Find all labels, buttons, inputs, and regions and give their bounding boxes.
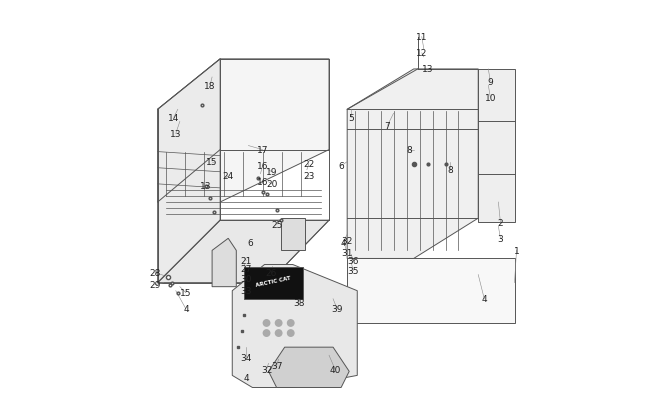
Text: 9: 9: [488, 77, 493, 86]
Circle shape: [287, 330, 294, 337]
Polygon shape: [281, 219, 305, 251]
Text: 30: 30: [240, 275, 252, 284]
Text: 4: 4: [341, 238, 346, 247]
Text: 19: 19: [266, 168, 278, 177]
Text: 14: 14: [168, 113, 179, 123]
Polygon shape: [347, 259, 515, 323]
Text: 4: 4: [183, 305, 188, 313]
Polygon shape: [478, 70, 515, 223]
Text: 39: 39: [332, 305, 343, 313]
Circle shape: [276, 320, 282, 326]
Polygon shape: [158, 60, 220, 283]
Text: 36: 36: [348, 256, 359, 265]
Text: 16: 16: [257, 178, 268, 187]
Text: 34: 34: [240, 353, 252, 362]
Text: 13: 13: [200, 182, 212, 191]
Text: 10: 10: [484, 94, 496, 102]
Text: 24: 24: [222, 172, 234, 181]
Text: 8: 8: [407, 146, 413, 155]
Polygon shape: [268, 347, 349, 388]
Text: 3: 3: [497, 234, 503, 243]
Polygon shape: [232, 265, 358, 388]
Text: 33: 33: [240, 286, 252, 296]
Text: 27: 27: [240, 264, 252, 273]
Text: 20: 20: [266, 180, 278, 189]
Text: ARCTIC CAT: ARCTIC CAT: [255, 275, 291, 287]
Text: 12: 12: [416, 49, 428, 58]
Text: 40: 40: [330, 365, 341, 374]
Text: 28: 28: [149, 269, 161, 277]
Text: 21: 21: [240, 256, 252, 265]
Text: 11: 11: [416, 33, 428, 42]
Text: 7: 7: [385, 122, 391, 130]
Text: 15: 15: [206, 158, 218, 167]
Circle shape: [287, 320, 294, 326]
Text: 23: 23: [303, 172, 315, 181]
Text: 31: 31: [341, 248, 353, 257]
Text: 32: 32: [341, 236, 353, 245]
Text: 18: 18: [204, 81, 216, 90]
Text: 6: 6: [338, 162, 344, 171]
Polygon shape: [244, 267, 303, 299]
Circle shape: [263, 330, 270, 337]
Text: 4: 4: [244, 373, 249, 382]
Text: 13: 13: [170, 130, 181, 139]
Text: 4: 4: [482, 294, 487, 303]
Polygon shape: [347, 70, 478, 259]
Text: 35: 35: [348, 266, 359, 275]
Text: 32: 32: [261, 365, 272, 374]
Text: 38: 38: [293, 298, 305, 307]
Text: 5: 5: [348, 113, 354, 123]
Text: 26: 26: [265, 269, 276, 277]
Text: 22: 22: [304, 160, 315, 169]
Polygon shape: [158, 221, 329, 283]
Text: 37: 37: [271, 361, 282, 370]
Text: 1: 1: [514, 246, 519, 255]
Text: 6: 6: [248, 238, 254, 247]
Circle shape: [263, 320, 270, 326]
Text: 8: 8: [447, 166, 453, 175]
Polygon shape: [158, 60, 329, 202]
Text: 13: 13: [422, 65, 434, 74]
Text: 15: 15: [180, 288, 192, 298]
Polygon shape: [212, 239, 237, 287]
Text: 16: 16: [257, 162, 268, 171]
Text: 17: 17: [257, 146, 268, 155]
Text: 29: 29: [149, 281, 161, 290]
Text: 25: 25: [271, 220, 282, 229]
Circle shape: [276, 330, 282, 337]
Text: 2: 2: [498, 218, 503, 227]
